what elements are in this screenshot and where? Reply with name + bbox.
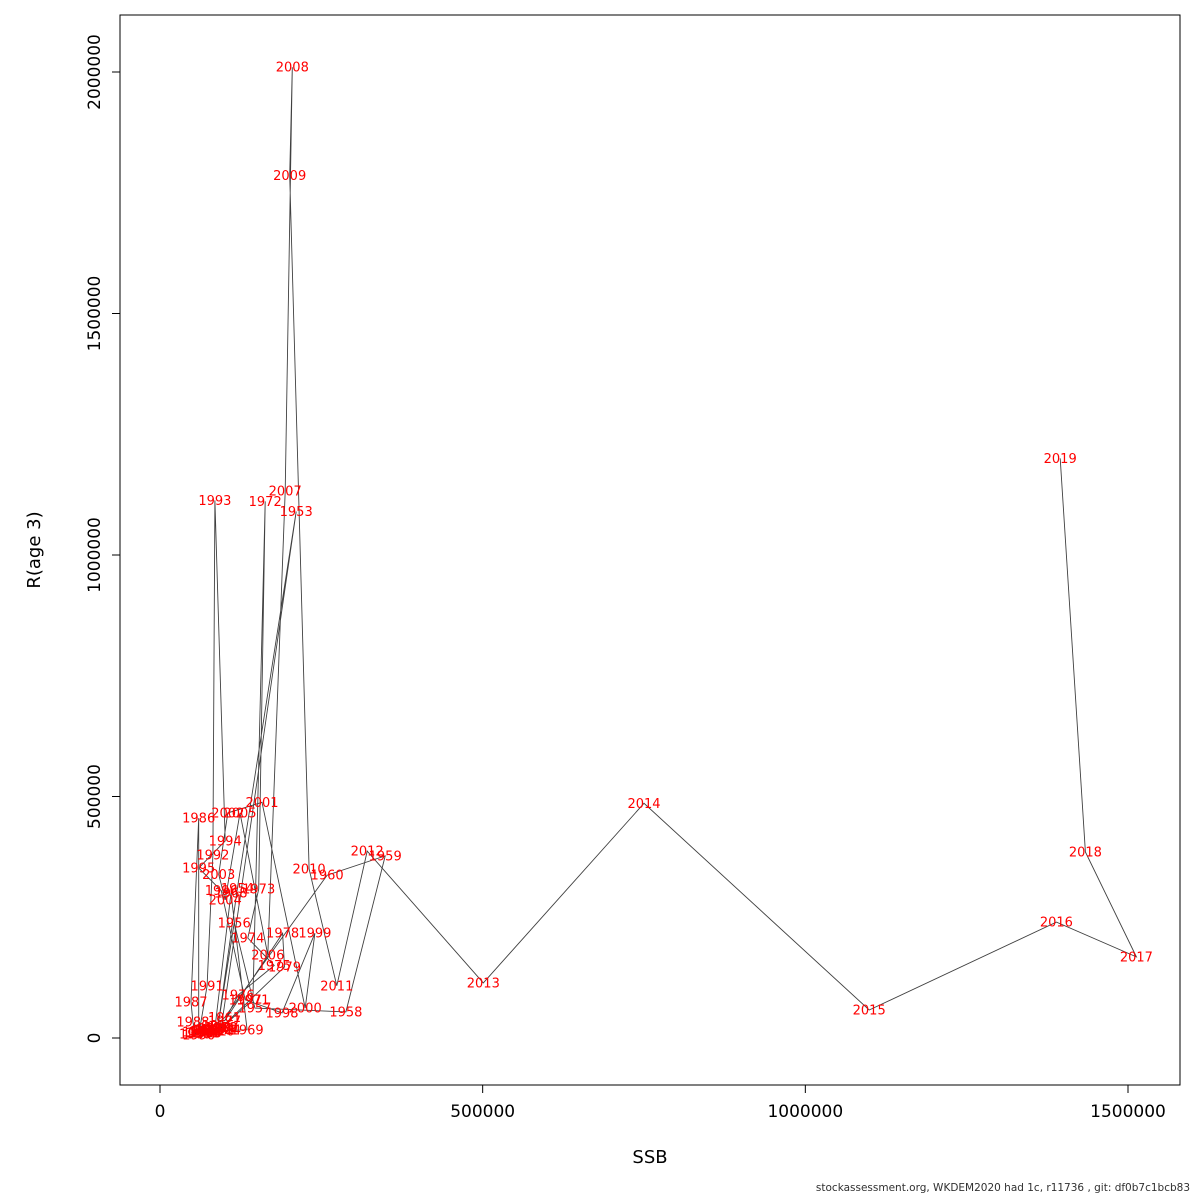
point-label-2011: 2011 bbox=[320, 979, 353, 994]
point-label-2010: 2010 bbox=[293, 863, 326, 878]
point-label-1975: 1975 bbox=[258, 959, 291, 974]
point-label-1977: 1977 bbox=[208, 1015, 241, 1030]
point-label-1980: 1980 bbox=[205, 1021, 238, 1036]
point-label-1973: 1973 bbox=[242, 883, 275, 898]
point-label-2019: 2019 bbox=[1044, 452, 1077, 467]
point-label-2008: 2008 bbox=[276, 61, 309, 76]
point-label-2006: 2006 bbox=[251, 948, 284, 963]
point-label-2018: 2018 bbox=[1069, 846, 1102, 861]
point-label-1995: 1995 bbox=[182, 862, 215, 877]
point-label-1958: 1958 bbox=[329, 1005, 362, 1020]
y-tick-label: 1000000 bbox=[85, 517, 105, 593]
point-label-1993: 1993 bbox=[198, 494, 231, 509]
point-label-2017: 2017 bbox=[1120, 950, 1153, 965]
y-axis-title: R(age 3) bbox=[24, 511, 45, 588]
point-label-2003: 2003 bbox=[202, 868, 235, 883]
point-label-2005: 2005 bbox=[223, 806, 256, 821]
x-tick-label: 500000 bbox=[450, 1102, 515, 1122]
point-label-1960: 1960 bbox=[311, 869, 344, 884]
point-label-1979: 1979 bbox=[268, 961, 301, 976]
point-label-1986: 1986 bbox=[182, 812, 215, 827]
point-label-1999: 1999 bbox=[298, 927, 331, 942]
point-label-1971: 1971 bbox=[236, 993, 269, 1008]
point-label-1989: 1989 bbox=[179, 1028, 212, 1043]
point-label-1967: 1967 bbox=[198, 1022, 231, 1037]
point-label-1987: 1987 bbox=[174, 995, 207, 1010]
x-tick-label: 1500000 bbox=[1090, 1102, 1166, 1122]
point-label-1968: 1968 bbox=[214, 887, 247, 902]
point-label-1959: 1959 bbox=[369, 849, 402, 864]
point-label-1985: 1985 bbox=[182, 1026, 215, 1041]
point-label-2013: 2013 bbox=[467, 976, 500, 991]
point-label-1972: 1972 bbox=[249, 495, 282, 510]
point-label-1966: 1966 bbox=[190, 1025, 223, 1040]
point-label-1962: 1962 bbox=[192, 1024, 225, 1039]
point-label-1954: 1954 bbox=[221, 882, 254, 897]
footer-note: stockassessment.org, WKDEM2020 had 1c, r… bbox=[815, 1182, 1190, 1194]
point-label-2004: 2004 bbox=[209, 893, 242, 908]
point-label-1983: 1983 bbox=[189, 1027, 222, 1042]
point-label-1961: 1961 bbox=[208, 1011, 241, 1026]
point-label-1952: 1952 bbox=[205, 1021, 238, 1036]
point-label-1976: 1976 bbox=[222, 989, 255, 1004]
point-label-1994: 1994 bbox=[209, 834, 242, 849]
plot-frame bbox=[119, 14, 1181, 1086]
x-axis-title: SSB bbox=[632, 1147, 667, 1168]
point-label-1963: 1963 bbox=[189, 1026, 222, 1041]
point-label-1978: 1978 bbox=[266, 927, 299, 942]
y-tick-label: 1500000 bbox=[85, 276, 105, 352]
point-label-1964: 1964 bbox=[195, 1023, 228, 1038]
point-label-1981: 1981 bbox=[200, 1023, 233, 1038]
point-label-1969: 1969 bbox=[231, 1023, 264, 1038]
point-label-2000: 2000 bbox=[289, 1002, 322, 1017]
y-tick-label: 500000 bbox=[85, 764, 105, 829]
point-label-2001: 2001 bbox=[245, 796, 278, 811]
x-tick-label: 0 bbox=[155, 1102, 166, 1122]
point-label-2014: 2014 bbox=[627, 797, 660, 812]
point-label-1992: 1992 bbox=[196, 848, 229, 863]
point-label-2015: 2015 bbox=[853, 1004, 886, 1019]
point-label-1953: 1953 bbox=[280, 505, 313, 520]
point-label-1997: 1997 bbox=[229, 993, 262, 1008]
point-label-1955: 1955 bbox=[202, 1019, 235, 1034]
recruitment-path bbox=[190, 67, 1138, 1036]
point-label-1988: 1988 bbox=[176, 1016, 209, 1031]
point-label-1982: 1982 bbox=[194, 1025, 227, 1040]
point-label-1957: 1957 bbox=[238, 1002, 271, 1017]
point-label-2009: 2009 bbox=[273, 169, 306, 184]
point-label-1970: 1970 bbox=[202, 1024, 235, 1039]
x-tick-label: 1000000 bbox=[767, 1102, 843, 1122]
y-tick-label: 2000000 bbox=[85, 34, 105, 110]
point-label-1965: 1965 bbox=[185, 1027, 218, 1042]
point-label-2007: 2007 bbox=[269, 485, 302, 500]
y-tick-label: 0 bbox=[85, 1033, 105, 1044]
point-label-2012: 2012 bbox=[351, 845, 384, 860]
point-label-1956: 1956 bbox=[218, 917, 251, 932]
point-label-1998: 1998 bbox=[265, 1006, 298, 1021]
point-label-1991: 1991 bbox=[191, 979, 224, 994]
point-label-1974: 1974 bbox=[231, 932, 264, 947]
point-label-2002: 2002 bbox=[211, 806, 244, 821]
point-label-1990: 1990 bbox=[182, 1029, 215, 1044]
point-label-1984: 1984 bbox=[208, 1023, 241, 1038]
point-label-2016: 2016 bbox=[1040, 916, 1073, 931]
point-label-1996: 1996 bbox=[205, 884, 238, 899]
